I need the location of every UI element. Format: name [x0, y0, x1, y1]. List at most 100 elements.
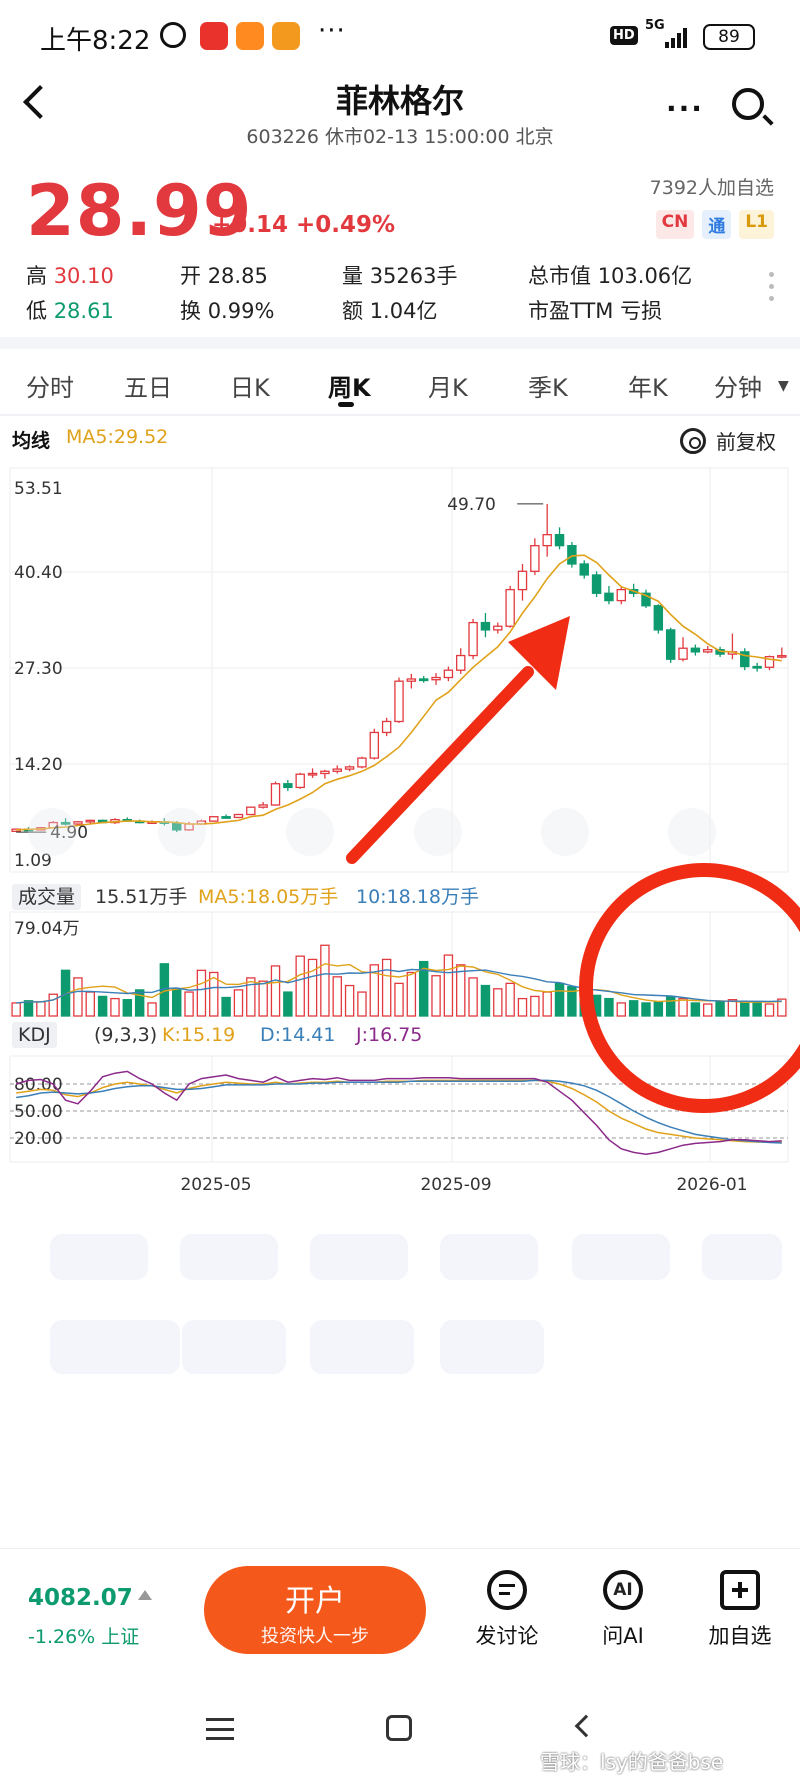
- menu-icon[interactable]: [206, 1718, 234, 1740]
- zoom-in-icon[interactable]: [158, 808, 206, 856]
- volume-bar: [715, 1001, 725, 1017]
- loading-placeholder: [440, 1234, 538, 1280]
- volume-ma5-line: [16, 963, 782, 1004]
- candle-body: [85, 819, 95, 823]
- watermark: 雪球：lsy的爸爸bse: [540, 1750, 724, 1774]
- volume-bar: [209, 971, 219, 1017]
- volume-bar: [604, 997, 614, 1017]
- volume-bar: [468, 977, 478, 1017]
- index-change[interactable]: -1.26% 上证: [28, 1626, 140, 1648]
- candle-body: [221, 816, 231, 819]
- index-expand-icon[interactable]: [138, 1590, 152, 1600]
- badge-cn[interactable]: CN: [655, 210, 695, 239]
- candle-body: [616, 588, 627, 602]
- stat-market-cap: 总市值 103.06亿: [528, 264, 693, 288]
- status-bar: 上午8:22 ··· HD 5G 89: [0, 0, 800, 70]
- volume-bar: [85, 991, 95, 1017]
- nav-back-icon[interactable]: [574, 1714, 598, 1738]
- discuss-button[interactable]: 发讨论: [462, 1570, 552, 1650]
- volume-bar: [320, 944, 330, 1017]
- tab-monthly-k[interactable]: 月K: [428, 374, 468, 402]
- x-tick-label: 2026-01: [676, 1175, 747, 1195]
- active-tab-indicator: [338, 402, 354, 407]
- loading-placeholder: [182, 1320, 286, 1374]
- adjust-settings-icon[interactable]: [680, 428, 706, 454]
- pan-right-icon[interactable]: [541, 808, 589, 856]
- discuss-label: 发讨论: [475, 1624, 539, 1648]
- y-tick-label: 27.30: [14, 659, 63, 679]
- stat-amount: 额 1.04亿: [342, 299, 438, 323]
- home-icon[interactable]: [386, 1715, 412, 1741]
- search-icon[interactable]: [732, 88, 764, 120]
- app-notification-icon: [200, 22, 228, 50]
- volume-bar: [443, 954, 454, 1017]
- volume-bar: [456, 964, 466, 1017]
- rewind-icon[interactable]: [28, 808, 76, 856]
- tab-daily-k[interactable]: 日K: [230, 374, 270, 402]
- volume-bar: [554, 982, 565, 1017]
- volume-bar: [48, 993, 58, 1017]
- volume-bar: [653, 1001, 664, 1017]
- candle-body: [344, 766, 355, 770]
- volume-bar: [740, 1002, 750, 1017]
- tab-five-day[interactable]: 五日: [124, 374, 172, 402]
- candle-body: [270, 783, 281, 806]
- candle-body: [209, 816, 219, 822]
- tab-minute[interactable]: 分钟: [714, 374, 762, 402]
- volume-bar: [764, 1003, 775, 1017]
- volume-bar: [171, 988, 182, 1017]
- volume-bar: [221, 996, 231, 1017]
- tab-yearly-k[interactable]: 年K: [628, 374, 668, 402]
- volume-bar: [233, 989, 244, 1017]
- tab-quarterly-k[interactable]: 季K: [528, 374, 568, 402]
- more-notifications-icon: ···: [318, 16, 346, 46]
- volume-bar: [147, 1002, 157, 1017]
- candle-body: [431, 676, 441, 681]
- more-options-icon[interactable]: ···: [666, 92, 704, 125]
- index-value[interactable]: 4082.07: [28, 1585, 133, 1611]
- volume-bar: [505, 982, 515, 1017]
- pan-left-icon[interactable]: [414, 808, 462, 856]
- fullscreen-icon[interactable]: [668, 808, 716, 856]
- add-watchlist-button[interactable]: 加自选: [695, 1570, 785, 1650]
- badge-l1[interactable]: L1: [739, 210, 774, 239]
- chart-controls: [28, 808, 716, 856]
- volume-bar: [567, 985, 577, 1017]
- volume-bars: [11, 944, 787, 1017]
- volume-bar: [23, 1000, 34, 1017]
- ask-ai-button[interactable]: AI 问AI: [578, 1570, 668, 1650]
- badge-connect[interactable]: 通: [702, 210, 732, 239]
- adjust-mode-label[interactable]: 前复权: [716, 430, 776, 454]
- section-divider: [0, 337, 800, 349]
- chevron-down-icon[interactable]: ▼: [778, 378, 789, 394]
- candle-body: [517, 570, 528, 591]
- candle-body: [320, 770, 330, 775]
- volume-bar: [184, 991, 194, 1017]
- candle-body: [295, 773, 305, 789]
- loading-placeholder: [702, 1234, 782, 1280]
- candle-body: [703, 649, 713, 653]
- expand-stats-icon[interactable]: [769, 272, 775, 306]
- tab-intraday[interactable]: 分时: [26, 374, 74, 402]
- followers-count: 7392人加自选: [649, 177, 774, 199]
- stat-open: 开 28.85: [180, 264, 268, 288]
- volume-bar: [530, 995, 540, 1017]
- volume-bar: [283, 991, 293, 1017]
- volume-bar: [122, 999, 133, 1017]
- volume-bar: [517, 997, 528, 1017]
- candle-body: [530, 545, 540, 572]
- open-account-button[interactable]: 开户 投资快人一步: [204, 1566, 426, 1654]
- candle-body: [418, 678, 429, 682]
- candle-body: [456, 654, 466, 671]
- stock-subtitle: 603226 休市02-13 15:00:00 北京: [246, 126, 554, 148]
- volume-bar: [641, 1002, 651, 1017]
- low-annotation: 4.90: [50, 823, 88, 843]
- open-account-title: 开户: [285, 1584, 345, 1619]
- ma-label: 均线: [12, 430, 51, 452]
- zoom-out-icon[interactable]: [286, 808, 334, 856]
- candlestick-chart[interactable]: 53.51 40.40 27.30 14.20 1.09 49.70 4.90 79.04万 8…: [0, 0, 800, 1200]
- add-watchlist-label: 加自选: [708, 1624, 772, 1648]
- candle-body: [406, 678, 417, 682]
- y-tick-label: 40.40: [14, 563, 63, 583]
- tab-weekly-k[interactable]: 周K: [328, 374, 371, 402]
